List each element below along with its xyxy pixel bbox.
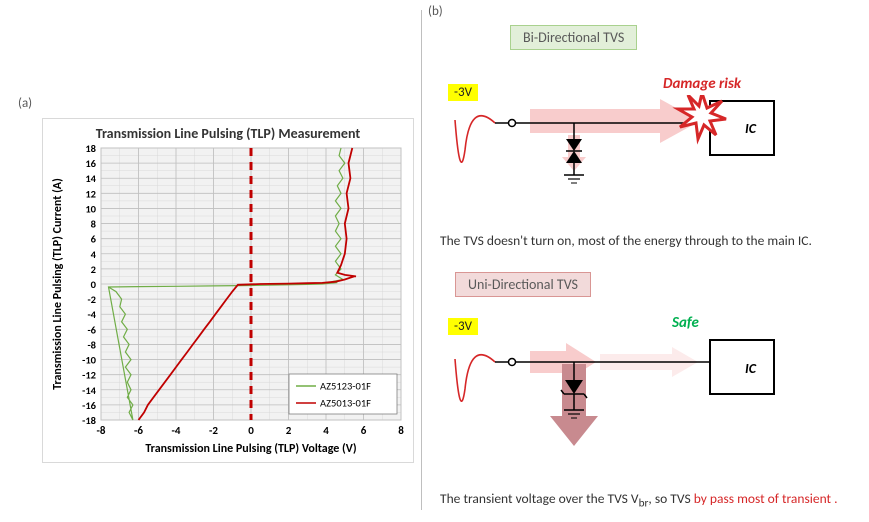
svg-text:-4: -4 bbox=[172, 424, 181, 437]
caption-bi: The TVS doesn't turn on, most of the ene… bbox=[440, 232, 850, 249]
diagram-bi bbox=[440, 95, 820, 225]
caption-bi-text: The TVS doesn't turn on, most of the ene… bbox=[440, 232, 812, 249]
chart-svg: -8 -6 -4 -2 0 2 4 6 8 -18 -16 -14 -12 -10 -8 -6 -4 -2 0 2 4 6… bbox=[47, 142, 411, 458]
status-uni: Safe bbox=[672, 314, 699, 332]
svg-text:-2: -2 bbox=[209, 424, 218, 437]
svg-text:2: 2 bbox=[91, 263, 96, 276]
svg-text:10: 10 bbox=[85, 202, 96, 215]
svg-text:-16: -16 bbox=[82, 399, 97, 412]
caption-uni-highlight: by pass most of transient . bbox=[694, 490, 838, 507]
svg-text:Transmission Line Pulsing (TLP: Transmission Line Pulsing (TLP) Current … bbox=[51, 178, 65, 390]
heading-uni: Uni-Directional TVS bbox=[455, 272, 591, 297]
svg-text:-10: -10 bbox=[82, 354, 97, 367]
caption-uni-sub: br bbox=[639, 497, 649, 511]
panel-a-label: (a) bbox=[18, 96, 32, 111]
svg-text:4: 4 bbox=[323, 424, 329, 437]
heading-bi: Bi-Directional TVS bbox=[510, 25, 637, 50]
panel-divider bbox=[421, 10, 422, 510]
svg-text:2: 2 bbox=[286, 424, 292, 437]
svg-text:Transmission Line Pulsing (TLP: Transmission Line Pulsing (TLP) Voltage … bbox=[145, 442, 356, 456]
svg-text:14: 14 bbox=[85, 172, 96, 185]
svg-text:4: 4 bbox=[91, 248, 97, 261]
svg-text:-2: -2 bbox=[87, 293, 96, 306]
svg-text:-6: -6 bbox=[87, 323, 96, 336]
svg-text:0: 0 bbox=[91, 278, 97, 291]
voltage-badge-uni: -3V bbox=[448, 318, 478, 335]
panel-b-label: (b) bbox=[428, 4, 443, 19]
status-bi: Damage risk bbox=[663, 75, 741, 93]
svg-text:6: 6 bbox=[91, 233, 97, 246]
caption-uni-p1: The transient voltage over the TVS V bbox=[440, 490, 639, 507]
svg-text:AZ5123-01F: AZ5123-01F bbox=[320, 380, 371, 393]
tlp-chart: Transmission Line Pulsing (TLP) Measurem… bbox=[42, 118, 414, 463]
ic-label-uni: IC bbox=[745, 360, 756, 377]
svg-text:-8: -8 bbox=[87, 338, 96, 351]
ic-label-bi: IC bbox=[745, 120, 756, 137]
caption-uni: The transient voltage over the TVS Vbr, … bbox=[440, 490, 860, 511]
svg-text:8: 8 bbox=[91, 218, 97, 231]
svg-text:6: 6 bbox=[361, 424, 367, 437]
svg-text:AZ5013-01F: AZ5013-01F bbox=[320, 397, 371, 410]
svg-text:-6: -6 bbox=[134, 424, 143, 437]
svg-text:-14: -14 bbox=[82, 384, 97, 397]
chart-title: Transmission Line Pulsing (TLP) Measurem… bbox=[47, 123, 409, 142]
svg-text:-8: -8 bbox=[97, 424, 106, 437]
svg-text:-4: -4 bbox=[87, 308, 96, 321]
svg-text:-12: -12 bbox=[82, 369, 96, 382]
svg-text:0: 0 bbox=[248, 424, 254, 437]
caption-uni-p2: , so TVS bbox=[648, 490, 693, 507]
diagram-uni bbox=[440, 334, 820, 474]
svg-text:-18: -18 bbox=[82, 414, 97, 427]
svg-text:12: 12 bbox=[85, 187, 96, 200]
svg-text:16: 16 bbox=[85, 157, 96, 170]
svg-text:8: 8 bbox=[398, 424, 404, 437]
svg-text:18: 18 bbox=[85, 142, 96, 155]
